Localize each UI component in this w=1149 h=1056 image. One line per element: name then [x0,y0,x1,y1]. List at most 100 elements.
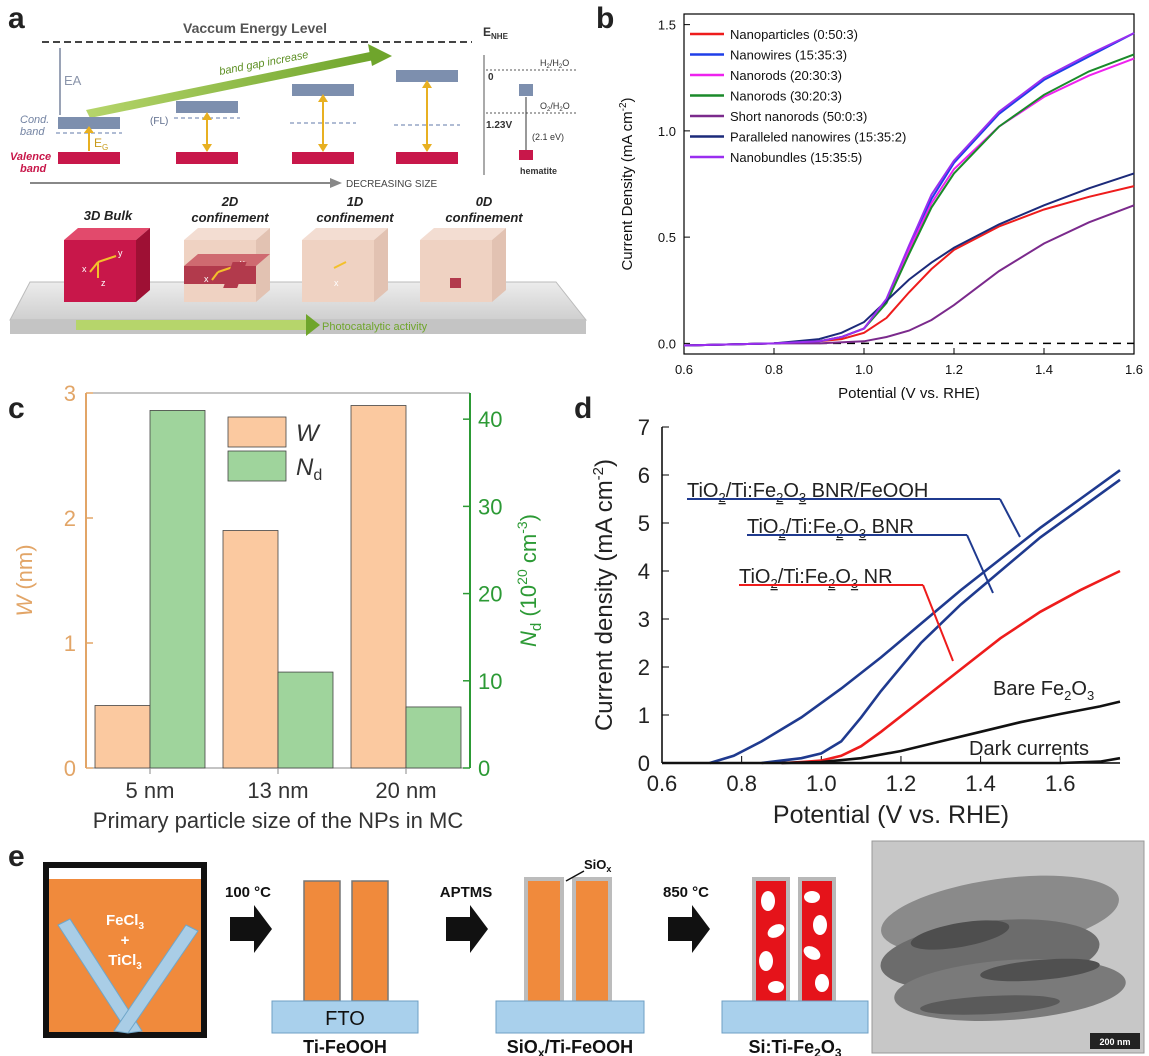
zero-label: 0 [488,72,494,83]
chart-d-ytick-label: 1 [638,703,650,728]
chart-c-left-tick-label: 2 [64,506,76,531]
siox-ti-feooh-label: SiOx/Ti-FeOOH [507,1037,633,1056]
chart-b-xtick-label: 1.2 [945,362,963,377]
chart-d-xtick-label: 0.6 [647,771,678,796]
chart-b-ylabel: Current Density (mA cm-2) [618,97,636,270]
decreasing-size-label: DECREASING SIZE [346,179,437,190]
axis-z-1: z [101,278,106,288]
chart-c-bar-nd [149,410,206,769]
chart-b-ytick-label: 0.5 [658,230,676,245]
fto-label: FTO [325,1008,365,1030]
o2-label: O2/H2O [540,101,570,113]
chart-d-xtick-label: 1.2 [886,771,917,796]
ticl3-label: TiCl3 [108,952,142,972]
chart-d-leader-1b [999,498,1021,538]
chart-c-bar-w [94,705,151,769]
enhe-label: ENHE [483,25,509,41]
chart-b-legend-label: Nanowires (15:35:3) [730,48,847,63]
axis-x-1: x [82,264,87,274]
panel-d-letter: d [574,392,593,425]
cond-band-label: Cond. [20,114,49,126]
chart-c-right-tick-label: 0 [478,756,490,781]
cond-band-label-2: band [20,126,45,138]
conf-0d-label-1: 0D [476,194,493,209]
bulk-3d-label: 3D Bulk [84,208,133,223]
chart-d-ytick-label: 0 [638,751,650,776]
chart-d-label-bnr: TiO2/Ti:Fe2O3 BNR [747,516,914,541]
chart-b-ytick-label: 1.5 [658,18,676,33]
axis-x-3: x [334,278,339,288]
chart-d-leader-2b [966,534,994,594]
panel-b-letter: b [596,2,615,35]
chart-d-ylabel: Current density (mA cm-2) [590,459,618,731]
plus-label: + [121,932,130,949]
chart-d-leader-3b [922,584,954,662]
chart-b-xlabel: Potential (V vs. RHE) [838,385,980,400]
chart-b-legend-label: Nanorods (20:30:3) [730,68,842,83]
panel-c-letter: c [8,392,25,425]
chart-d-ytick-label: 2 [638,655,650,680]
chart-d-xlabel: Potential (V vs. RHE) [773,801,1009,829]
chart-c-left-tick-label: 0 [64,756,76,781]
chart-d-series-line [709,469,1121,765]
valence-band-label-2: band [20,163,47,175]
chart-d-ytick-label: 6 [638,463,650,488]
chart-c-legend-swatch-w [227,416,287,448]
scale-bar-label: 200 nm [1099,1037,1130,1047]
chart-b-legend-label: Paralleled nanowires (15:35:2) [730,130,906,145]
chart-c-bar-nd [405,706,462,769]
chart-b-xtick-label: 1.6 [1125,362,1143,377]
step2-label: APTMS [440,884,493,901]
chart-b-series-line [683,204,1135,347]
chart-c-legend-label-nd: Nd [296,454,322,484]
v123-label: 1.23V [486,120,512,131]
chart-b-legend-label: Short nanorods (50:0:3) [730,109,867,124]
chart-b-legend-label: Nanoparticles (0:50:3) [730,27,858,42]
chart-c-left-tick-label: 1 [64,631,76,656]
si-ti-fe2o3-label: Si:Ti-Fe2O3 [748,1037,841,1056]
chart-b-series-line [683,185,1135,347]
chart-d-xtick-label: 1.6 [1045,771,1076,796]
chart-b-legend-label: Nanobundles (15:35:5) [730,150,862,165]
chart-d-ytick-label: 3 [638,607,650,632]
chart-b-ytick-label: 1.0 [658,124,676,139]
chart-c-legend-label-w: W [296,420,321,447]
chart-b-legend-label: Nanorods (30:20:3) [730,89,842,104]
siox-tag: SiOx [584,857,611,874]
chart-c-ylabel-left: W (nm) [12,544,37,616]
chart-b-frame [683,13,1135,355]
chart-c-right-tick-label: 40 [478,407,502,432]
chart-d-ytick-label: 5 [638,511,650,536]
chart-d-label-bare: Bare Fe2O3 [993,678,1094,703]
hematite-label: hematite [520,166,557,176]
chart-c-legend-swatch-nd [227,450,287,482]
axis-x-2: x [204,274,209,284]
chart-d-series-line [781,700,1121,765]
chart-b: 0.6 0.8 1.0 1.2 1.4 1.6 0.0 0.5 1.0 1.5 Potential … [618,13,1143,400]
chart-c-xlabel: Primary particle size of the NPs in MC [93,808,464,833]
vacuum-label: Vaccum Energy Level [183,20,327,36]
chart-d-ytick-label: 7 [638,415,650,440]
chart-d-xtick-label: 1.4 [965,771,996,796]
axis-y-1: y [118,248,123,258]
chart-d-series-line [662,756,1121,765]
chart-c-bar-w [350,405,407,769]
chart-b-xtick-label: 0.8 [765,362,783,377]
panel-a-diagram: Vaccum Energy Level EA band gap increase… [9,20,588,336]
chart-c-bar-w [222,530,279,769]
chart-c-left-tick-label: 3 [64,385,76,406]
h2-label: H2/H2O [540,58,569,70]
chart-b-ytick-label: 0.0 [658,336,676,351]
chart-d-label-dark: Dark currents [969,738,1089,760]
chart-d-label-nr: TiO2/Ti:Fe2O3 NR [739,566,893,591]
chart-c-xtick-label: 5 nm [126,778,175,803]
panel-a-letter: a [8,2,25,35]
chart-b-series-line [683,172,1135,347]
ea-label: EA [64,73,82,88]
chart-b-xtick-label: 1.4 [1035,362,1053,377]
ti-feooh-label: Ti-FeOOH [303,1037,387,1056]
step1-label: 100 °C [225,884,271,901]
step3-label: 850 °C [663,884,709,901]
chart-d: 0.6 0.8 1.0 1.2 1.4 1.6 0 1 2 3 4 5 6 7 Potential (V v… [590,415,1121,829]
